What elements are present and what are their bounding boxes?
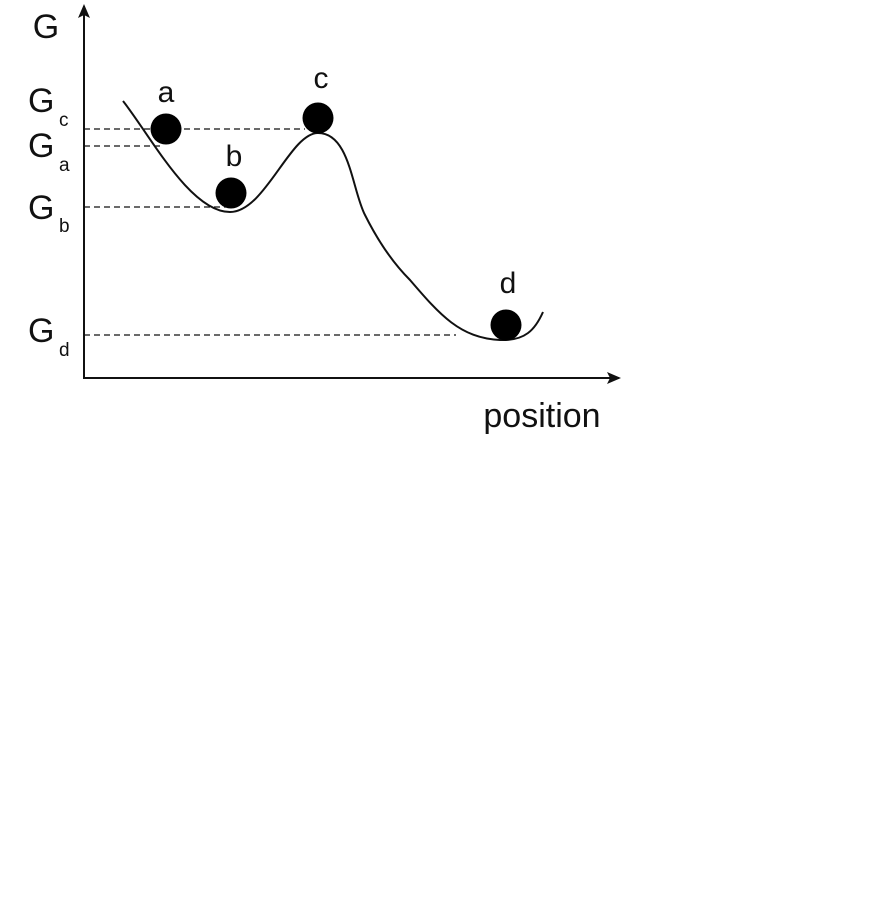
state-ball [302, 102, 334, 134]
energy-curve [122, 100, 544, 342]
state-ball [215, 177, 247, 209]
level-symbol: G [28, 127, 54, 165]
level-symbol: G [28, 82, 54, 120]
state-label: c [314, 62, 329, 95]
level-symbol: G [28, 189, 54, 227]
level-subscript: a [59, 155, 70, 176]
level-subscript: d [59, 340, 70, 361]
x-axis-label: position [483, 397, 600, 435]
y-axis-label: G [33, 8, 59, 46]
state-ball [150, 113, 182, 145]
level-subscript: c [59, 110, 69, 131]
state-label: a [158, 76, 175, 109]
level-subscript: b [59, 216, 70, 237]
state-label: d [500, 267, 517, 300]
level-symbol: G [28, 312, 54, 350]
state-ball [490, 309, 522, 341]
state-label: b [226, 140, 243, 173]
